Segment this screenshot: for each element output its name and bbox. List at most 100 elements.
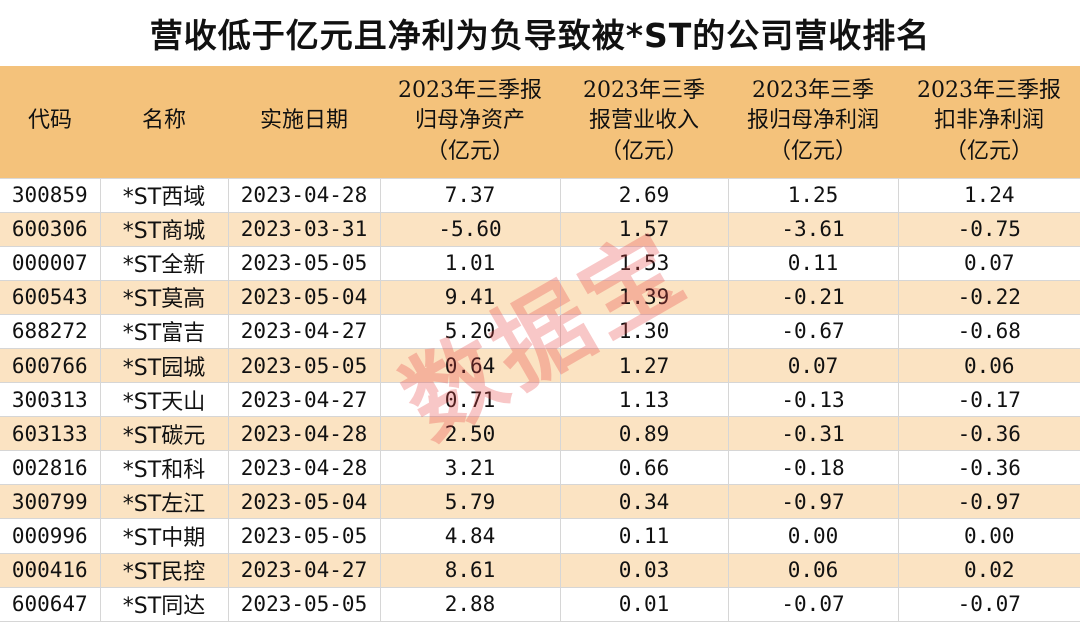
cell-date: 2023-04-28 xyxy=(228,416,381,452)
cell-deducted-net-profit: -0.36 xyxy=(898,416,1080,452)
cell-net-assets: 8.61 xyxy=(380,553,561,588)
header-line: 2023年三季 xyxy=(583,77,705,103)
cell-name: *ST园城 xyxy=(100,348,229,384)
cell-net-assets: 4.84 xyxy=(380,518,561,554)
header-line: 扣非净利润 xyxy=(933,108,1044,134)
page-title: 营收低于亿元且净利为负导致被*ST的公司营收排名 xyxy=(149,16,931,55)
table-row: 002816 *ST和科 2023-04-28 3.21 0.66 -0.18 -0.36 xyxy=(0,450,1080,486)
cell-net-profit: -3.61 xyxy=(728,212,899,247)
cell-date: 2023-05-05 xyxy=(228,348,381,384)
header-name: 名称 xyxy=(100,66,228,179)
cell-name: *ST商城 xyxy=(100,212,229,247)
cell-code: 600647 xyxy=(0,587,101,622)
header-line: 归母净资产 xyxy=(414,108,525,134)
header-date: 实施日期 xyxy=(228,66,380,179)
cell-revenue: 1.57 xyxy=(560,212,729,247)
header-deducted-net-profit: 2023年三季报 扣非净利润 （亿元） xyxy=(898,66,1080,179)
table-row: 600543 *ST莫高 2023-05-04 9.41 1.39 -0.21 -0.22 xyxy=(0,280,1080,315)
cell-revenue: 0.34 xyxy=(560,484,729,520)
cell-net-assets: 2.50 xyxy=(380,416,561,452)
cell-name: *ST全新 xyxy=(100,246,229,281)
cell-code: 603133 xyxy=(0,416,101,452)
header-line: （亿元） xyxy=(768,139,857,165)
cell-net-profit: 1.25 xyxy=(728,178,899,213)
table-body: 300859 *ST西域 2023-04-28 7.37 2.69 1.25 1.24 600… xyxy=(0,178,1080,622)
cell-name: *ST西域 xyxy=(100,178,229,213)
cell-net-assets: 9.41 xyxy=(380,280,561,315)
cell-name: *ST天山 xyxy=(100,382,229,418)
cell-date: 2023-04-27 xyxy=(228,553,381,588)
cell-revenue: 1.53 xyxy=(560,246,729,281)
cell-net-profit: 0.00 xyxy=(728,518,899,554)
cell-name: *ST左江 xyxy=(100,484,229,520)
header-line: （亿元） xyxy=(599,139,688,165)
cell-net-profit: -0.67 xyxy=(728,314,899,349)
cell-net-profit: 0.07 xyxy=(728,348,899,384)
header-code: 代码 xyxy=(0,66,100,179)
table-row: 300799 *ST左江 2023-05-04 5.79 0.34 -0.97 -0.97 xyxy=(0,484,1080,520)
header-line: 报归母净利润 xyxy=(746,108,879,134)
cell-net-profit: -0.31 xyxy=(728,416,899,452)
header-row: 代码 名称 实施日期 2023年三季报 归母净资产 （亿元） 2023年三季 报营业收入 （亿元… xyxy=(0,66,1080,179)
header-net-profit: 2023年三季 报归母净利润 （亿元） xyxy=(728,66,898,179)
cell-revenue: 0.89 xyxy=(560,416,729,452)
table-row: 000996 *ST中期 2023-05-05 4.84 0.11 0.00 0.00 xyxy=(0,518,1080,554)
cell-deducted-net-profit: -0.07 xyxy=(898,587,1080,622)
header-line: 2023年三季报 xyxy=(398,77,542,103)
cell-date: 2023-05-04 xyxy=(228,484,381,520)
cell-code: 600543 xyxy=(0,280,101,315)
cell-name: *ST碳元 xyxy=(100,416,229,452)
cell-net-profit: -0.07 xyxy=(728,587,899,622)
header-line: （亿元） xyxy=(425,139,514,165)
header-line: 实施日期 xyxy=(259,108,348,134)
cell-deducted-net-profit: -0.97 xyxy=(898,484,1080,520)
cell-date: 2023-05-05 xyxy=(228,246,381,281)
revenue-ranking-table: 代码 名称 实施日期 2023年三季报 归母净资产 （亿元） 2023年三季 报营业收入 （亿元… xyxy=(0,66,1080,622)
table-row: 300859 *ST西域 2023-04-28 7.37 2.69 1.25 1.24 xyxy=(0,178,1080,213)
cell-net-assets: 7.37 xyxy=(380,178,561,213)
header-line: 2023年三季 xyxy=(752,77,874,103)
cell-net-assets: 0.71 xyxy=(380,382,561,418)
cell-code: 600306 xyxy=(0,212,101,247)
header-line: 报营业收入 xyxy=(588,108,699,134)
cell-revenue: 1.27 xyxy=(560,348,729,384)
cell-name: *ST民控 xyxy=(100,553,229,588)
cell-name: *ST同达 xyxy=(100,587,229,622)
cell-date: 2023-05-05 xyxy=(228,587,381,622)
cell-deducted-net-profit: 1.24 xyxy=(898,178,1080,213)
cell-date: 2023-04-27 xyxy=(228,314,381,349)
table-row: 000416 *ST民控 2023-04-27 8.61 0.03 0.06 0.02 xyxy=(0,553,1080,588)
cell-net-profit: 0.11 xyxy=(728,246,899,281)
cell-net-profit: 0.06 xyxy=(728,553,899,588)
cell-net-profit: -0.13 xyxy=(728,382,899,418)
cell-revenue: 1.30 xyxy=(560,314,729,349)
cell-deducted-net-profit: -0.36 xyxy=(898,450,1080,486)
cell-code: 000007 xyxy=(0,246,101,281)
cell-revenue: 2.69 xyxy=(560,178,729,213)
cell-code: 600766 xyxy=(0,348,101,384)
table-row: 600766 *ST园城 2023-05-05 0.64 1.27 0.07 0.06 xyxy=(0,348,1080,384)
cell-revenue: 0.66 xyxy=(560,450,729,486)
cell-deducted-net-profit: 0.07 xyxy=(898,246,1080,281)
cell-date: 2023-04-28 xyxy=(228,450,381,486)
cell-net-assets: 1.01 xyxy=(380,246,561,281)
table-row: 688272 *ST富吉 2023-04-27 5.20 1.30 -0.67 -0.68 xyxy=(0,314,1080,349)
cell-date: 2023-04-28 xyxy=(228,178,381,213)
header-line: 代码 xyxy=(27,108,72,134)
header-line: 2023年三季报 xyxy=(917,77,1061,103)
cell-code: 000416 xyxy=(0,553,101,588)
cell-deducted-net-profit: 0.02 xyxy=(898,553,1080,588)
header-line: 名称 xyxy=(141,108,186,134)
cell-net-profit: -0.21 xyxy=(728,280,899,315)
cell-code: 300799 xyxy=(0,484,101,520)
header-line: （亿元） xyxy=(944,139,1033,165)
cell-revenue: 0.11 xyxy=(560,518,729,554)
cell-date: 2023-05-04 xyxy=(228,280,381,315)
cell-net-assets: -5.60 xyxy=(380,212,561,247)
cell-date: 2023-04-27 xyxy=(228,382,381,418)
cell-deducted-net-profit: -0.17 xyxy=(898,382,1080,418)
table-row: 600306 *ST商城 2023-03-31 -5.60 1.57 -3.61 -0.75 xyxy=(0,212,1080,247)
cell-deducted-net-profit: 0.00 xyxy=(898,518,1080,554)
cell-date: 2023-05-05 xyxy=(228,518,381,554)
cell-deducted-net-profit: -0.68 xyxy=(898,314,1080,349)
